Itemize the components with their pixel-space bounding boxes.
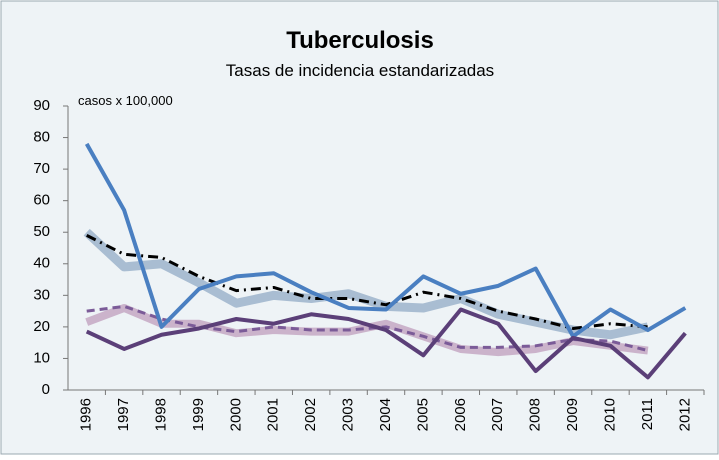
y-tick-label: 0	[42, 381, 50, 398]
x-tick-label: 2004	[377, 398, 394, 431]
y-tick-label: 10	[33, 349, 50, 366]
y-tick-label: 70	[33, 160, 50, 177]
unit-annotation: casos x 100,000	[78, 93, 173, 108]
y-tick-label: 20	[33, 318, 50, 335]
series-line	[83, 228, 649, 340]
x-tick-label: 2001	[265, 398, 282, 431]
x-tick-label: 1998	[152, 398, 169, 431]
series-line	[86, 234, 649, 330]
x-tick-label: 2003	[340, 398, 357, 431]
x-tick-label: 1997	[115, 398, 132, 431]
y-tick-label: 50	[33, 223, 50, 240]
y-tick-label: 80	[33, 129, 50, 146]
x-tick-label: 2005	[414, 398, 431, 431]
x-tick-label: 1996	[78, 398, 95, 431]
x-tick-label: 2012	[676, 398, 693, 431]
x-tick-label: 2009	[564, 398, 581, 431]
chart-subtitle: Tasas de incidencia estandarizadas	[226, 61, 494, 80]
series-line	[86, 304, 649, 353]
y-tick-label: 30	[33, 286, 50, 303]
series-line	[84, 142, 687, 339]
x-tick-label: 2000	[227, 398, 244, 431]
x-tick-label: 2002	[302, 398, 319, 431]
x-tick-label: 1999	[190, 398, 207, 431]
y-tick-label: 60	[33, 192, 50, 209]
chart-title: Tuberculosis	[286, 27, 434, 54]
y-tick-label: 40	[33, 255, 50, 272]
x-tick-label: 2008	[527, 398, 544, 431]
y-tick-label: 90	[33, 97, 50, 114]
x-tick-label: 2006	[452, 398, 469, 431]
x-tick-label: 2007	[489, 398, 506, 431]
x-tick-label: 2011	[639, 398, 656, 430]
series-line	[85, 307, 687, 380]
x-tick-label: 2010	[601, 398, 618, 431]
